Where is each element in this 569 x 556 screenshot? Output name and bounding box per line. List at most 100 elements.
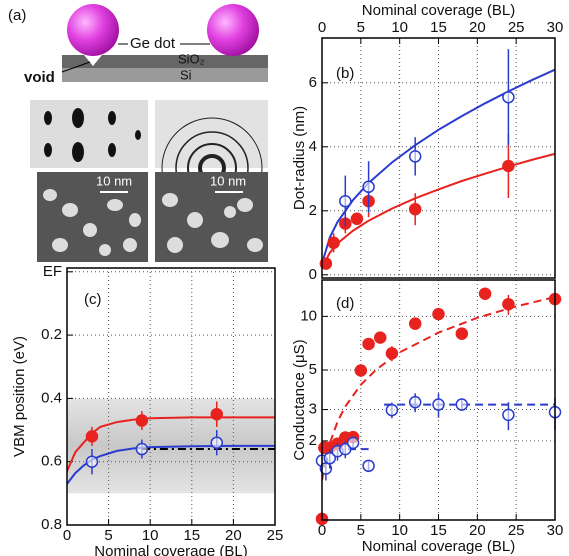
data-point — [408, 150, 422, 163]
label: Si — [180, 67, 192, 82]
y-tick-label: 0 — [309, 266, 317, 283]
y-tick-label: 2 — [309, 202, 317, 219]
leader — [61, 61, 91, 73]
y-axis-label: Conductance (μS) — [291, 339, 308, 460]
data-point — [354, 364, 368, 377]
data-point — [135, 442, 149, 456]
y-tick-label: 0.2 — [41, 326, 62, 343]
y-tick-label: EF — [43, 263, 62, 280]
x-axis-label: Nominal coverage (BL) — [362, 2, 515, 19]
sio2-layer — [62, 55, 268, 68]
panel-label: (a) — [8, 7, 26, 24]
x-tick-label: 15 — [430, 522, 447, 539]
scale-label: 10 nm — [96, 173, 132, 188]
scale-label: 10 nm — [210, 173, 246, 188]
y-tick-label: 10 — [300, 307, 317, 324]
data-point — [502, 90, 515, 104]
y-tick-label: 2 — [309, 432, 317, 449]
data-point — [455, 398, 469, 411]
data-point — [408, 395, 422, 409]
plot-frame — [66, 267, 276, 526]
data-point — [478, 287, 492, 300]
y-tick-label: 5 — [309, 361, 317, 378]
y-tick-label: 0.4 — [41, 389, 62, 406]
data-point — [362, 337, 375, 351]
data-point — [327, 236, 340, 250]
data-point — [339, 194, 352, 208]
data-point — [210, 436, 224, 449]
x-tick-label: 0 — [318, 522, 326, 539]
data-point — [362, 180, 375, 194]
leed-image — [30, 100, 148, 168]
x-tick-label: 10 — [142, 527, 159, 544]
panel-label: (c) — [84, 291, 102, 308]
data-point — [385, 347, 399, 360]
x-tick-label: 5 — [104, 527, 112, 544]
data-point — [85, 455, 99, 468]
x-tick-label: 25 — [508, 19, 525, 36]
leed-spots — [44, 108, 141, 162]
stm-islands — [43, 189, 263, 256]
data-point — [350, 212, 364, 226]
x-axis-label: Nominal coverage (BL) — [94, 543, 247, 556]
x-tick-label: 15 — [430, 19, 447, 36]
panel: 0 2 4 6 0 5 10 15 20 25 30 Nominal coverage (BL) Dot… — [291, 2, 563, 283]
ge-dot — [207, 4, 259, 56]
x-axis-label: Nominal coverage (BL) — [362, 538, 515, 555]
label: void — [24, 69, 55, 86]
label: SiO₂ — [178, 51, 205, 66]
data-point — [502, 297, 515, 311]
data-point — [385, 403, 399, 417]
data-point — [210, 407, 224, 421]
fit-line — [322, 152, 555, 266]
x-tick-label: 5 — [357, 19, 365, 36]
x-tick-label: 20 — [469, 522, 486, 539]
x-tick-label: 25 — [267, 527, 284, 544]
panel-label: (d) — [336, 295, 354, 312]
data-point — [323, 451, 337, 465]
data-point — [319, 257, 333, 270]
data-point — [408, 317, 422, 330]
data-point — [408, 202, 422, 216]
x-tick-label: 30 — [547, 522, 564, 539]
x-tick-label: 25 — [508, 522, 525, 539]
x-tick-label: 30 — [547, 19, 564, 36]
y-tick-label: 3 — [309, 401, 317, 418]
data-point — [432, 398, 445, 411]
y-tick-label: 0.6 — [41, 453, 62, 470]
fit-line — [67, 444, 275, 485]
fit-line — [67, 416, 275, 472]
x-tick-label: 20 — [225, 527, 242, 544]
label: Ge dot — [130, 35, 176, 52]
x-tick-label: 0 — [318, 19, 326, 36]
plot-frame — [321, 37, 556, 279]
void — [84, 55, 102, 66]
x-tick-label: 0 — [63, 527, 71, 544]
data-point — [432, 307, 445, 321]
panel-label: (b) — [336, 65, 354, 82]
data-point — [502, 408, 515, 422]
x-tick-label: 15 — [183, 527, 200, 544]
x-tick-label: 5 — [357, 522, 365, 539]
plot-frame — [321, 279, 556, 521]
data-point — [455, 327, 469, 340]
fit-line — [322, 296, 555, 481]
y-tick-label: 0.8 — [41, 516, 62, 533]
y-axis-label: Dot-radius (nm) — [291, 106, 308, 210]
ge-dot — [67, 4, 119, 56]
si-layer — [62, 68, 268, 82]
x-tick-label: 10 — [391, 522, 408, 539]
data-point — [502, 159, 515, 173]
y-tick-label: 4 — [309, 138, 317, 155]
x-tick-label: 20 — [469, 19, 486, 36]
panel: 2 3 5 10 0 5 10 15 20 25 30 Nominal coverage (BL) Co… — [291, 279, 564, 555]
data-point — [374, 331, 387, 344]
data-point — [362, 459, 375, 473]
y-axis-label: VBM position (eV) — [11, 336, 28, 457]
panel: EF 0.2 0.4 0.6 0.80 5 10 15 20 25 Nominal coverage… — [11, 263, 283, 556]
panel-a: (a) Ge dot SiO₂ Si void 10 nm 10 nm — [8, 4, 268, 262]
data-point — [346, 436, 360, 450]
y-tick-label: 6 — [309, 74, 317, 91]
data-point — [135, 414, 149, 427]
